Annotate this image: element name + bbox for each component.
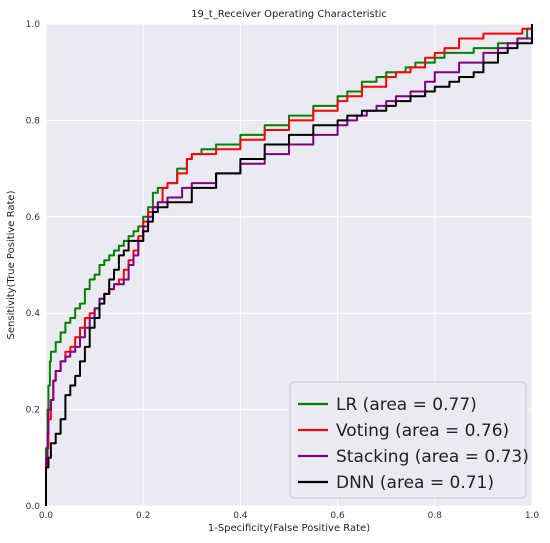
x-tick-label: 1.0 [525,511,540,521]
legend: LR (area = 0.77) Voting (area = 0.76) Stac… [289,381,529,499]
x-tick-label: 0.8 [428,511,443,521]
legend-label-2: Stacking (area = 0.73) [336,447,529,467]
x-tick-label: 0.4 [233,511,248,521]
y-tick-label: 0.2 [26,406,40,416]
y-axis-ticks: 0.0 0.2 0.4 0.6 0.8 1.0 [26,20,41,512]
x-axis-label: 1-Specificity(False Positive Rate) [208,523,370,534]
legend-label-0: LR (area = 0.77) [336,395,477,415]
legend-box [289,381,527,499]
y-tick-label: 0.4 [26,309,41,319]
x-tick-label: 0.6 [330,511,345,521]
legend-label-1: Voting (area = 0.76) [336,421,509,441]
y-tick-label: 0.6 [26,213,41,223]
series-line-2 [45,24,533,506]
x-tick-label: 0.2 [136,511,150,521]
x-tick-label: 0.0 [39,511,54,521]
legend-label-3: DNN (area = 0.71) [336,473,494,493]
y-tick-label: 0.8 [26,116,41,126]
y-axis-label: Sensitivity(True Positive Rate) [6,190,17,339]
chart-title: 19_t_Receiver Operating Characteristic [191,9,387,20]
series-line-0 [45,24,533,506]
y-tick-label: 1.0 [26,20,41,30]
series-line-3 [45,24,533,506]
series-layer [45,24,533,506]
y-tick-label: 0.0 [26,502,41,512]
x-axis-ticks: 0.0 0.2 0.4 0.6 0.8 1.0 [39,511,540,521]
